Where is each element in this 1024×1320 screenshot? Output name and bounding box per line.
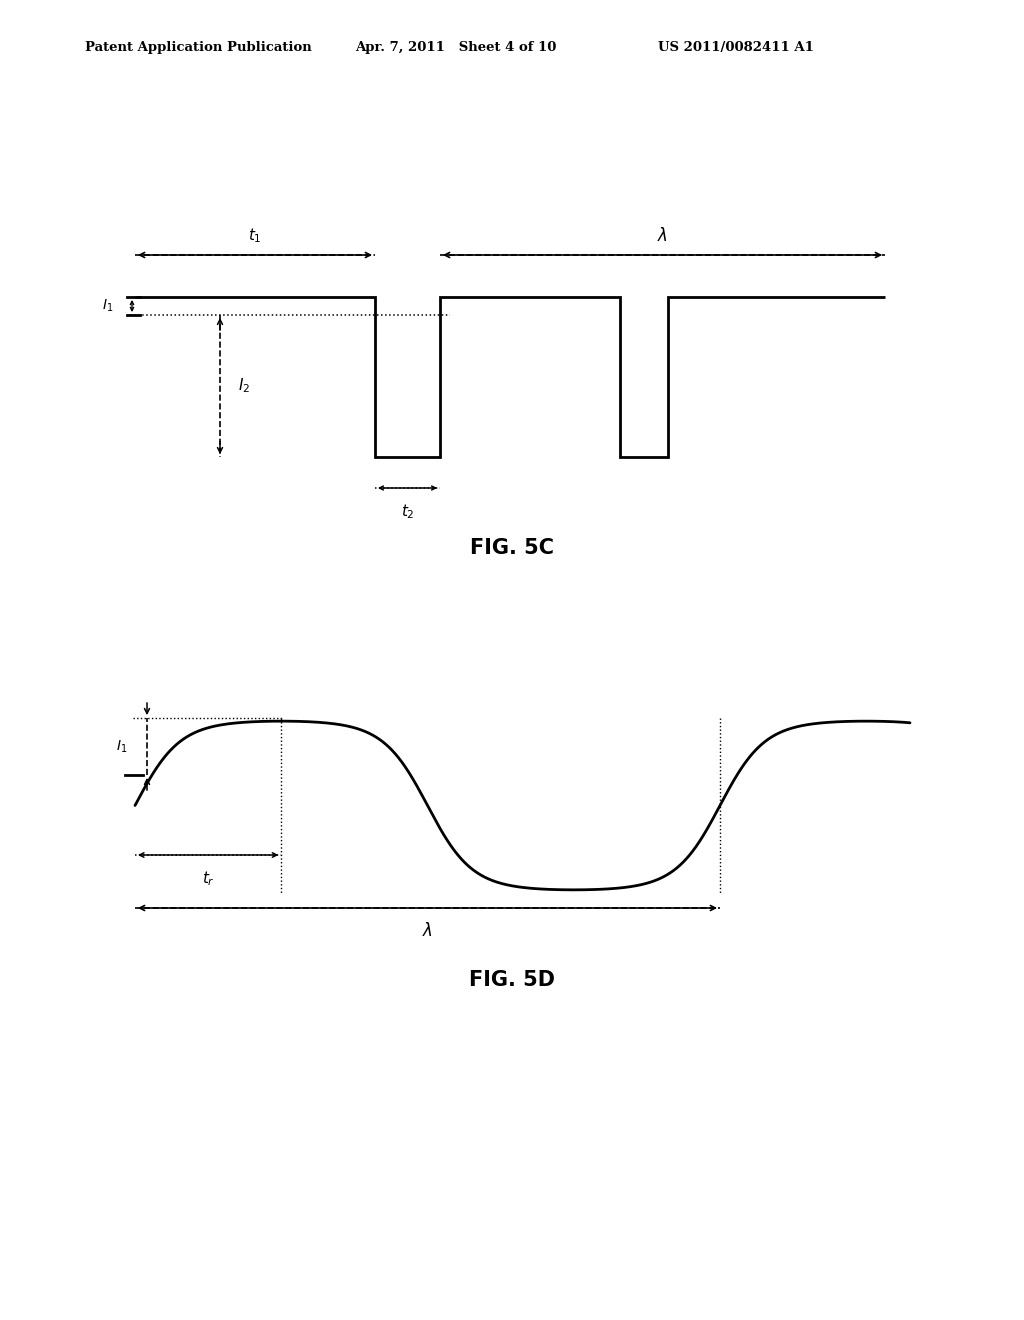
Text: $\lambda$: $\lambda$ xyxy=(657,227,668,246)
Text: US 2011/0082411 A1: US 2011/0082411 A1 xyxy=(658,41,814,54)
Text: FIG. 5D: FIG. 5D xyxy=(469,970,555,990)
Text: Apr. 7, 2011   Sheet 4 of 10: Apr. 7, 2011 Sheet 4 of 10 xyxy=(355,41,556,54)
Text: Patent Application Publication: Patent Application Publication xyxy=(85,41,311,54)
Text: $\lambda$: $\lambda$ xyxy=(422,921,433,940)
Text: $I_2$: $I_2$ xyxy=(238,376,250,396)
Text: $t_2$: $t_2$ xyxy=(400,502,415,520)
Text: $t_1$: $t_1$ xyxy=(248,226,262,246)
Text: $t_r$: $t_r$ xyxy=(202,869,215,887)
Text: FIG. 5C: FIG. 5C xyxy=(470,539,554,558)
Text: $I_1$: $I_1$ xyxy=(116,738,127,755)
Text: $I_1$: $I_1$ xyxy=(101,298,113,314)
